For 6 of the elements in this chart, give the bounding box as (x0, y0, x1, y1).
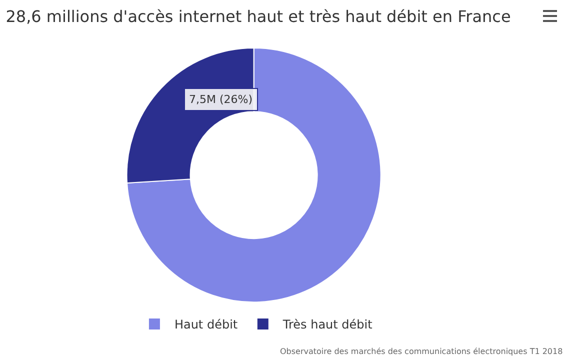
legend-label: Très haut débit (282, 318, 373, 332)
donut-slice (126, 48, 382, 303)
chart-title: 28,6 millions d'accès internet haut et très haut débit en France (6, 6, 511, 26)
text: Observatoire des marchés des communications électroniques T1 2018 (280, 347, 563, 356)
data-label: 7,5M (26%) (189, 93, 253, 106)
legend-label: Haut débit (174, 318, 238, 332)
